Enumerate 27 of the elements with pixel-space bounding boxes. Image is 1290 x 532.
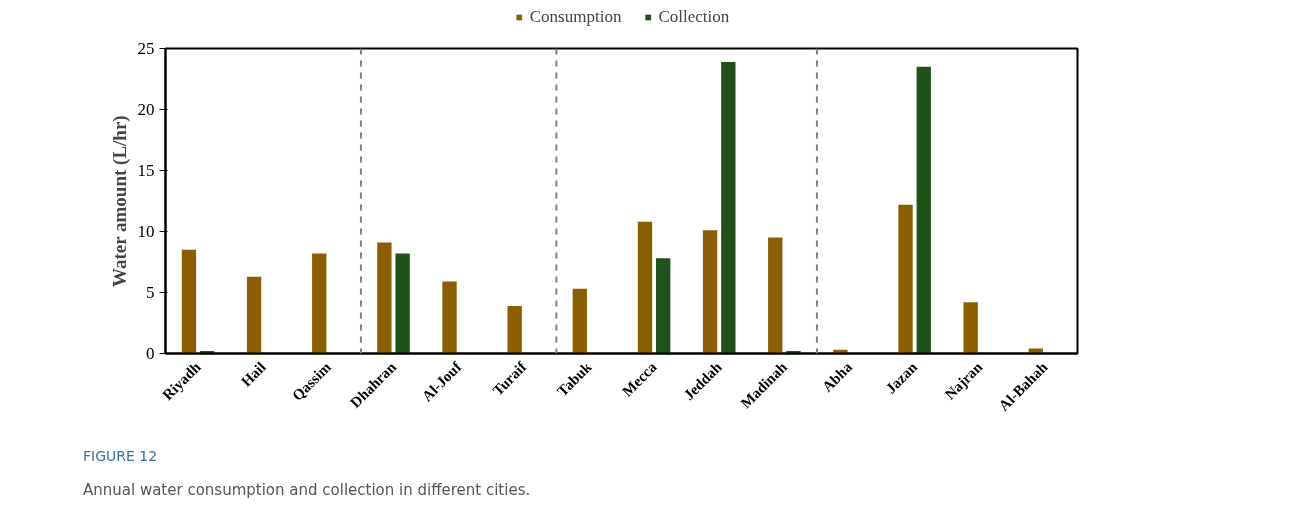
bar <box>246 276 262 354</box>
bar <box>395 253 410 354</box>
text: FIGURE 12 <box>83 447 158 466</box>
y-tick-label: 20 <box>137 100 155 119</box>
bar <box>572 288 587 354</box>
bar <box>312 253 327 354</box>
bar <box>963 302 978 354</box>
legend-label: Collection <box>658 7 730 27</box>
y-tick-label: 0 <box>146 344 155 363</box>
bar <box>656 258 671 354</box>
bar <box>377 242 392 354</box>
y-axis-title: Water amount (L/hr) <box>108 115 131 288</box>
bar <box>507 305 522 354</box>
bar <box>768 237 783 354</box>
y-tick-label: 10 <box>137 222 155 241</box>
bar <box>721 61 736 354</box>
legend-label: Consumption <box>529 7 622 27</box>
y-tick-label: 25 <box>137 39 155 58</box>
bar <box>916 66 931 354</box>
y-tick-label: 5 <box>146 283 155 302</box>
y-tick-label: 15 <box>137 161 155 180</box>
bar <box>702 230 718 354</box>
text: Annual water consumption and collection in different cities. <box>83 480 531 501</box>
bar <box>637 221 653 354</box>
bar <box>181 249 197 354</box>
bar <box>898 204 913 354</box>
bar <box>442 281 457 354</box>
